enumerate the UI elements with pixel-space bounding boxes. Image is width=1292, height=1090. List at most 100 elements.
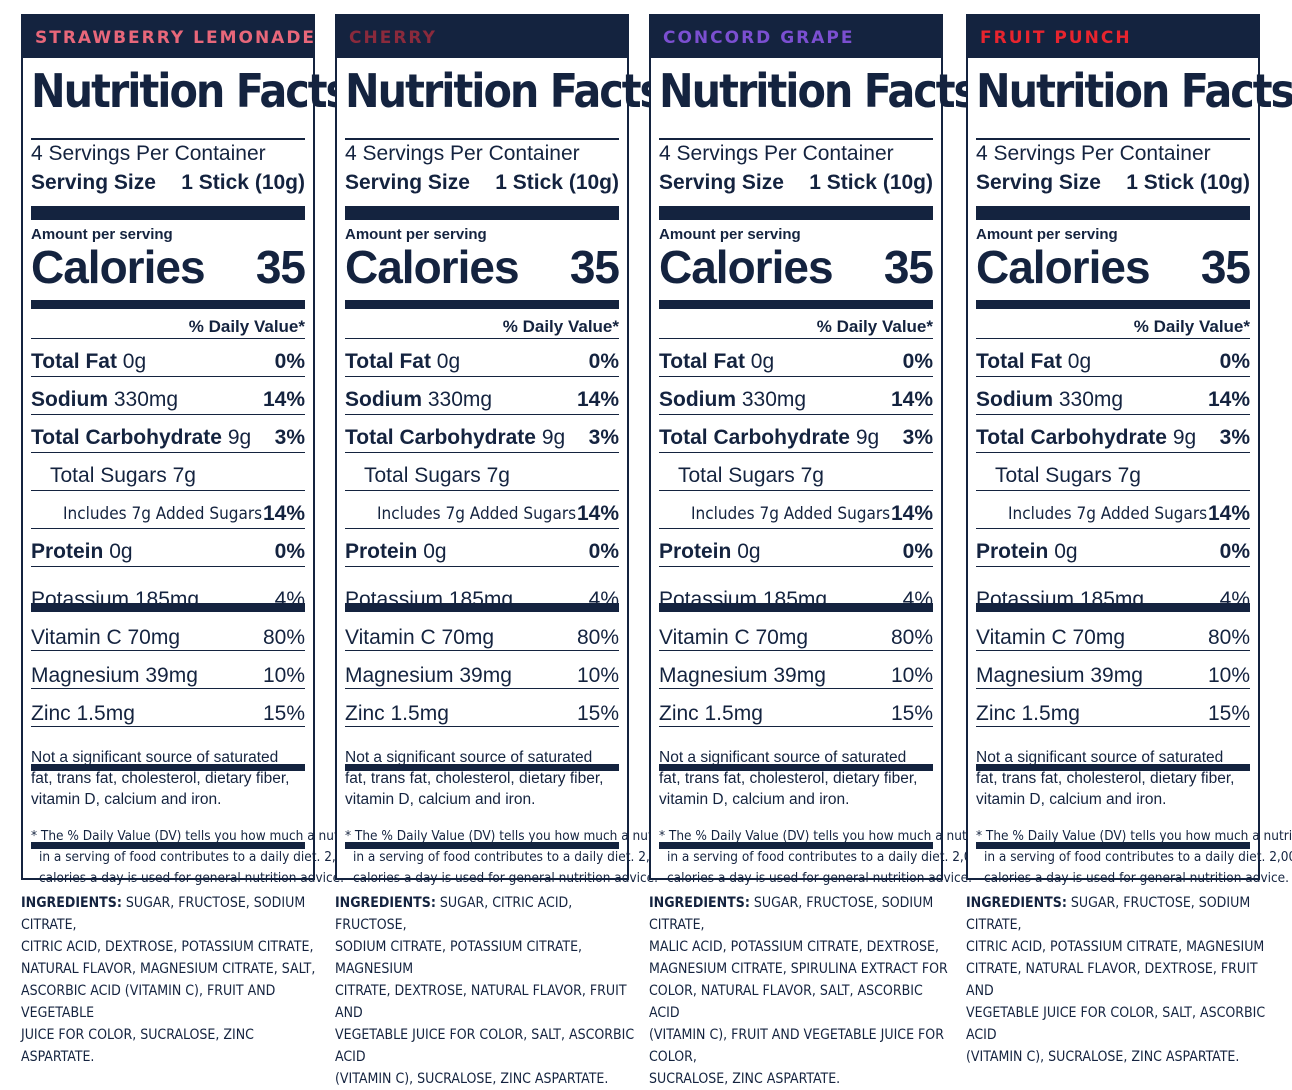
not-significant-line: vitamin D, calcium and iron. bbox=[31, 789, 305, 810]
ingredients-line: MAGNESIUM CITRATE, SPIRULINA EXTRACT FOR bbox=[649, 961, 948, 977]
protein-dv: 0% bbox=[275, 540, 305, 564]
divider-rule bbox=[659, 688, 933, 689]
total-sugars-label: Total Sugars 7g bbox=[50, 464, 196, 488]
protein-label: Protein bbox=[31, 540, 103, 563]
sodium-amount: 330mg bbox=[428, 388, 492, 411]
sodium-label: Sodium bbox=[976, 388, 1053, 411]
not-significant-line: Not a significant source of saturated bbox=[976, 747, 1250, 768]
divider-rule bbox=[976, 138, 1250, 140]
sodium-label: Sodium bbox=[345, 388, 422, 411]
not-significant-line: fat, trans fat, cholesterol, dietary fib… bbox=[976, 768, 1250, 789]
added-sugars-dv: 14% bbox=[263, 502, 305, 526]
total-fat-amount: 0g bbox=[751, 350, 774, 373]
ingredients-list: INGREDIENTS: SUGAR, FRUCTOSE, SODIUM CIT… bbox=[966, 892, 1266, 1068]
potassium-dv: 4% bbox=[589, 588, 619, 612]
divider-rule bbox=[31, 452, 305, 453]
not-significant-line: fat, trans fat, cholesterol, dietary fib… bbox=[31, 768, 305, 789]
total-fat-label: Total Fat bbox=[31, 350, 117, 373]
daily-value-footnote: * The % Daily Value (DV) tells you how m… bbox=[31, 826, 305, 889]
ingredients-label: INGREDIENTS: bbox=[649, 895, 750, 911]
vitamin-c-dv: 80% bbox=[577, 626, 619, 650]
ingredients-line: SODIUM CITRATE, POTASSIUM CITRATE, MAGNE… bbox=[335, 939, 582, 977]
nutrition-facts-title: Nutrition Facts bbox=[976, 60, 1250, 118]
total-fat-dv: 0% bbox=[1220, 350, 1250, 374]
zinc-dv: 15% bbox=[263, 702, 305, 726]
sodium-label: Sodium bbox=[31, 388, 108, 411]
protein-amount: 0g bbox=[109, 540, 132, 563]
nutrition-label: CONCORD GRAPE Nutrition Facts 4 Servings P… bbox=[649, 14, 943, 880]
not-significant-note: Not a significant source of saturated fat… bbox=[659, 747, 933, 810]
total-fat-label: Total Fat bbox=[976, 350, 1062, 373]
ingredients-line: ASCORBIC ACID (VITAMIN C), FRUIT AND VEG… bbox=[21, 983, 275, 1021]
divider-rule bbox=[976, 300, 1250, 309]
potassium-dv: 4% bbox=[1220, 588, 1250, 612]
ingredients-line: (VITAMIN C), SUCRALOSE, ZINC ASPARTATE. bbox=[966, 1049, 1239, 1065]
protein-dv: 0% bbox=[903, 540, 933, 564]
total-fat-amount: 0g bbox=[1068, 350, 1091, 373]
total-carbohydrate-dv: 3% bbox=[589, 426, 619, 450]
added-sugars-dv: 14% bbox=[1208, 502, 1250, 526]
nutrition-label: FRUIT PUNCH Nutrition Facts 4 Servings Per… bbox=[966, 14, 1260, 880]
added-sugars-dv: 14% bbox=[577, 502, 619, 526]
flavor-name: CHERRY bbox=[337, 16, 627, 58]
divider-rule bbox=[31, 726, 305, 727]
divider-rule bbox=[345, 414, 619, 415]
sodium-text: Sodium 330mg bbox=[976, 388, 1123, 412]
sodium-amount: 330mg bbox=[114, 388, 178, 411]
footnote-line: calories a day is used for general nutri… bbox=[345, 868, 619, 889]
divider-rule bbox=[659, 566, 933, 567]
divider-rule bbox=[31, 490, 305, 491]
sodium-dv: 14% bbox=[577, 388, 619, 412]
potassium-dv: 4% bbox=[903, 588, 933, 612]
footnote-line: calories a day is used for general nutri… bbox=[659, 868, 933, 889]
ingredients-line: MALIC ACID, POTASSIUM CITRATE, DEXTROSE, bbox=[649, 939, 939, 955]
divider-rule bbox=[345, 528, 619, 529]
flavor-name: FRUIT PUNCH bbox=[968, 16, 1258, 58]
not-significant-line: vitamin D, calcium and iron. bbox=[976, 789, 1250, 810]
zinc-dv: 15% bbox=[891, 702, 933, 726]
ingredients-list: INGREDIENTS: SUGAR, CITRIC ACID, FRUCTOS… bbox=[335, 892, 635, 1090]
vitamin-c-label: Vitamin C 70mg bbox=[659, 626, 808, 650]
zinc-label: Zinc 1.5mg bbox=[659, 702, 763, 726]
daily-value-footnote: * The % Daily Value (DV) tells you how m… bbox=[976, 826, 1250, 889]
ingredients-line: CITRATE, DEXTROSE, NATURAL FLAVOR, FRUIT… bbox=[335, 983, 627, 1021]
protein-label: Protein bbox=[976, 540, 1048, 563]
ingredients-label: INGREDIENTS: bbox=[966, 895, 1067, 911]
magnesium-dv: 10% bbox=[263, 664, 305, 688]
ingredients-line: JUICE FOR COLOR, SUCRALOSE, ZINC ASPARTA… bbox=[21, 1027, 254, 1065]
divider-rule bbox=[659, 490, 933, 491]
ingredients-label: INGREDIENTS: bbox=[21, 895, 122, 911]
total-fat-label: Total Fat bbox=[659, 350, 745, 373]
divider-rule bbox=[345, 726, 619, 727]
nutrition-label: CHERRY Nutrition Facts 4 Servings Per Cont… bbox=[335, 14, 629, 880]
total-carbohydrate-amount: 9g bbox=[228, 426, 251, 449]
divider-rule bbox=[31, 300, 305, 309]
magnesium-label: Magnesium 39mg bbox=[659, 664, 826, 688]
ingredients-line: COLOR, NATURAL FLAVOR, SALT, ASCORBIC AC… bbox=[649, 983, 923, 1021]
footnote-line: * The % Daily Value (DV) tells you how m… bbox=[659, 826, 933, 847]
divider-rule bbox=[31, 138, 305, 140]
ingredients-label: INGREDIENTS: bbox=[335, 895, 436, 911]
divider-rule bbox=[31, 688, 305, 689]
ingredients-line: NATURAL FLAVOR, MAGNESIUM CITRATE, SALT, bbox=[21, 961, 315, 977]
divider-rule bbox=[976, 688, 1250, 689]
ingredients-line: CITRIC ACID, POTASSIUM CITRATE, MAGNESIU… bbox=[966, 939, 1264, 955]
calories-label: Calories bbox=[345, 240, 519, 294]
not-significant-line: vitamin D, calcium and iron. bbox=[345, 789, 619, 810]
total-fat-text: Total Fat 0g bbox=[31, 350, 146, 374]
not-significant-line: fat, trans fat, cholesterol, dietary fib… bbox=[659, 768, 933, 789]
divider-rule bbox=[659, 376, 933, 377]
ingredients-line: (VITAMIN C), SUCRALOSE, ZINC ASPARTATE. bbox=[335, 1071, 608, 1087]
sodium-amount: 330mg bbox=[742, 388, 806, 411]
daily-value-header: % Daily Value* bbox=[189, 317, 305, 337]
protein-amount: 0g bbox=[423, 540, 446, 563]
servings-per-container: 4 Servings Per Container bbox=[659, 142, 933, 166]
potassium-label: Potassium 185mg bbox=[345, 588, 513, 612]
divider-rule bbox=[976, 376, 1250, 377]
calories-label: Calories bbox=[976, 240, 1150, 294]
magnesium-label: Magnesium 39mg bbox=[345, 664, 512, 688]
divider-rule bbox=[31, 376, 305, 377]
divider-rule bbox=[659, 300, 933, 309]
nutrition-facts-title: Nutrition Facts bbox=[31, 60, 305, 118]
protein-amount: 0g bbox=[1054, 540, 1077, 563]
